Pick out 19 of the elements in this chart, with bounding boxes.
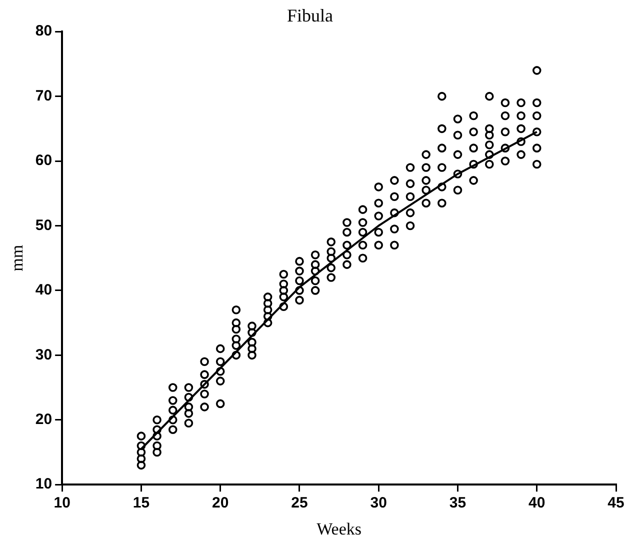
x-tick-label: 25 [291, 494, 308, 512]
x-tick-label: 45 [608, 494, 624, 512]
y-tick-label: 10 [35, 476, 52, 493]
x-tick-label: 20 [212, 494, 229, 512]
y-tick-label: 30 [35, 346, 52, 364]
y-tick-label: 80 [35, 22, 52, 40]
x-tick-label: 35 [449, 494, 466, 512]
y-tick-label: 20 [35, 411, 52, 428]
x-tick-label: 30 [370, 494, 387, 512]
y-axis-title: mm [8, 244, 27, 272]
x-tick-label: 15 [132, 494, 150, 512]
x-tick-label: 10 [54, 494, 70, 512]
y-tick-label: 60 [35, 152, 52, 170]
y-tick-label: 50 [35, 216, 52, 234]
y-tick-label: 70 [35, 87, 52, 104]
chart-title: Fibula [286, 6, 334, 26]
x-axis-title: Weeks [316, 519, 362, 538]
x-tick-label: 40 [528, 494, 546, 512]
y-tick-label: 40 [35, 282, 52, 299]
